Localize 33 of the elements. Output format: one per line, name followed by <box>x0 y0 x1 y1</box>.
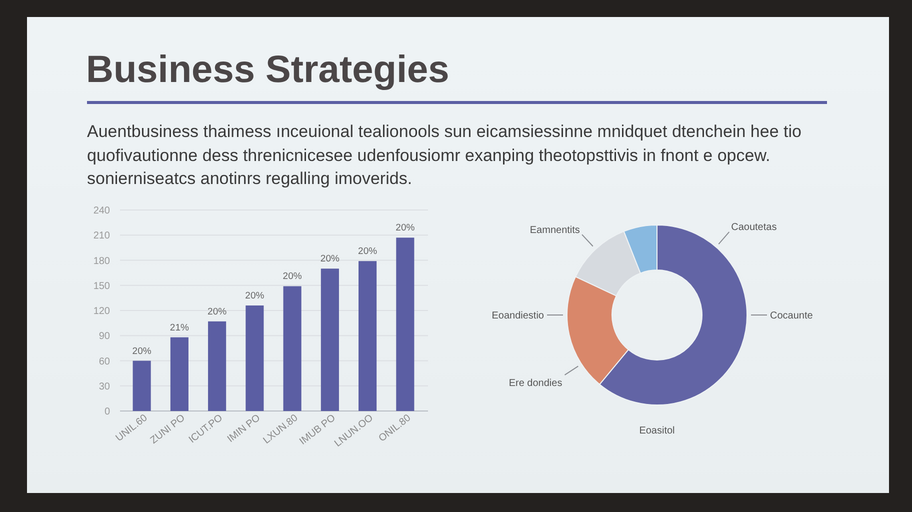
annotation: 20% <box>358 246 378 258</box>
annotation: 20% <box>208 306 228 318</box>
y-tick-label: 150 <box>93 280 110 292</box>
bar <box>246 305 264 411</box>
annotation: 20% <box>245 290 265 302</box>
y-tick-label: 180 <box>93 256 110 267</box>
y-tick-label: 240 <box>93 206 110 216</box>
annotation: 20% <box>282 271 302 282</box>
slice-label: Eamnentits <box>530 224 580 236</box>
annotation: 20% <box>396 222 416 234</box>
chart-subtitle: Auentbusiness thaimess ınceuional tealionools sun eicamsiessinne mnidquet dtenchein hee tio quofivautionne dess threnicnicesee udenfousiomr exanping theotopsttivis in fnont e opcew. sonierniseatcs anotinrs regalling imoverids. <box>87 121 802 190</box>
y-tick-label: 0 <box>104 406 110 418</box>
y-tick-label: 210 <box>93 230 110 242</box>
y-tick-label: 90 <box>98 331 110 342</box>
annotation: 21% <box>170 322 190 334</box>
annotation: 20% <box>132 346 152 357</box>
slice-label: Cocaunte <box>770 310 814 322</box>
slice-label: Eoandiestio <box>492 310 544 322</box>
bar <box>358 261 377 411</box>
y-tick-label: 60 <box>98 356 110 368</box>
text: Caoutetas <box>731 222 777 234</box>
y-tick-label: 30 <box>98 381 110 392</box>
chart-title: Business Strategies <box>86 49 450 92</box>
bar <box>170 337 188 411</box>
text: Ere dondies <box>508 378 562 390</box>
annotation: 20% <box>320 254 340 265</box>
bar <box>283 286 302 411</box>
bar <box>396 238 414 411</box>
bar <box>132 360 151 411</box>
text: Eoasitol <box>639 426 675 436</box>
bar <box>208 321 226 411</box>
y-tick-label: 120 <box>93 306 110 317</box>
bar <box>320 268 339 411</box>
